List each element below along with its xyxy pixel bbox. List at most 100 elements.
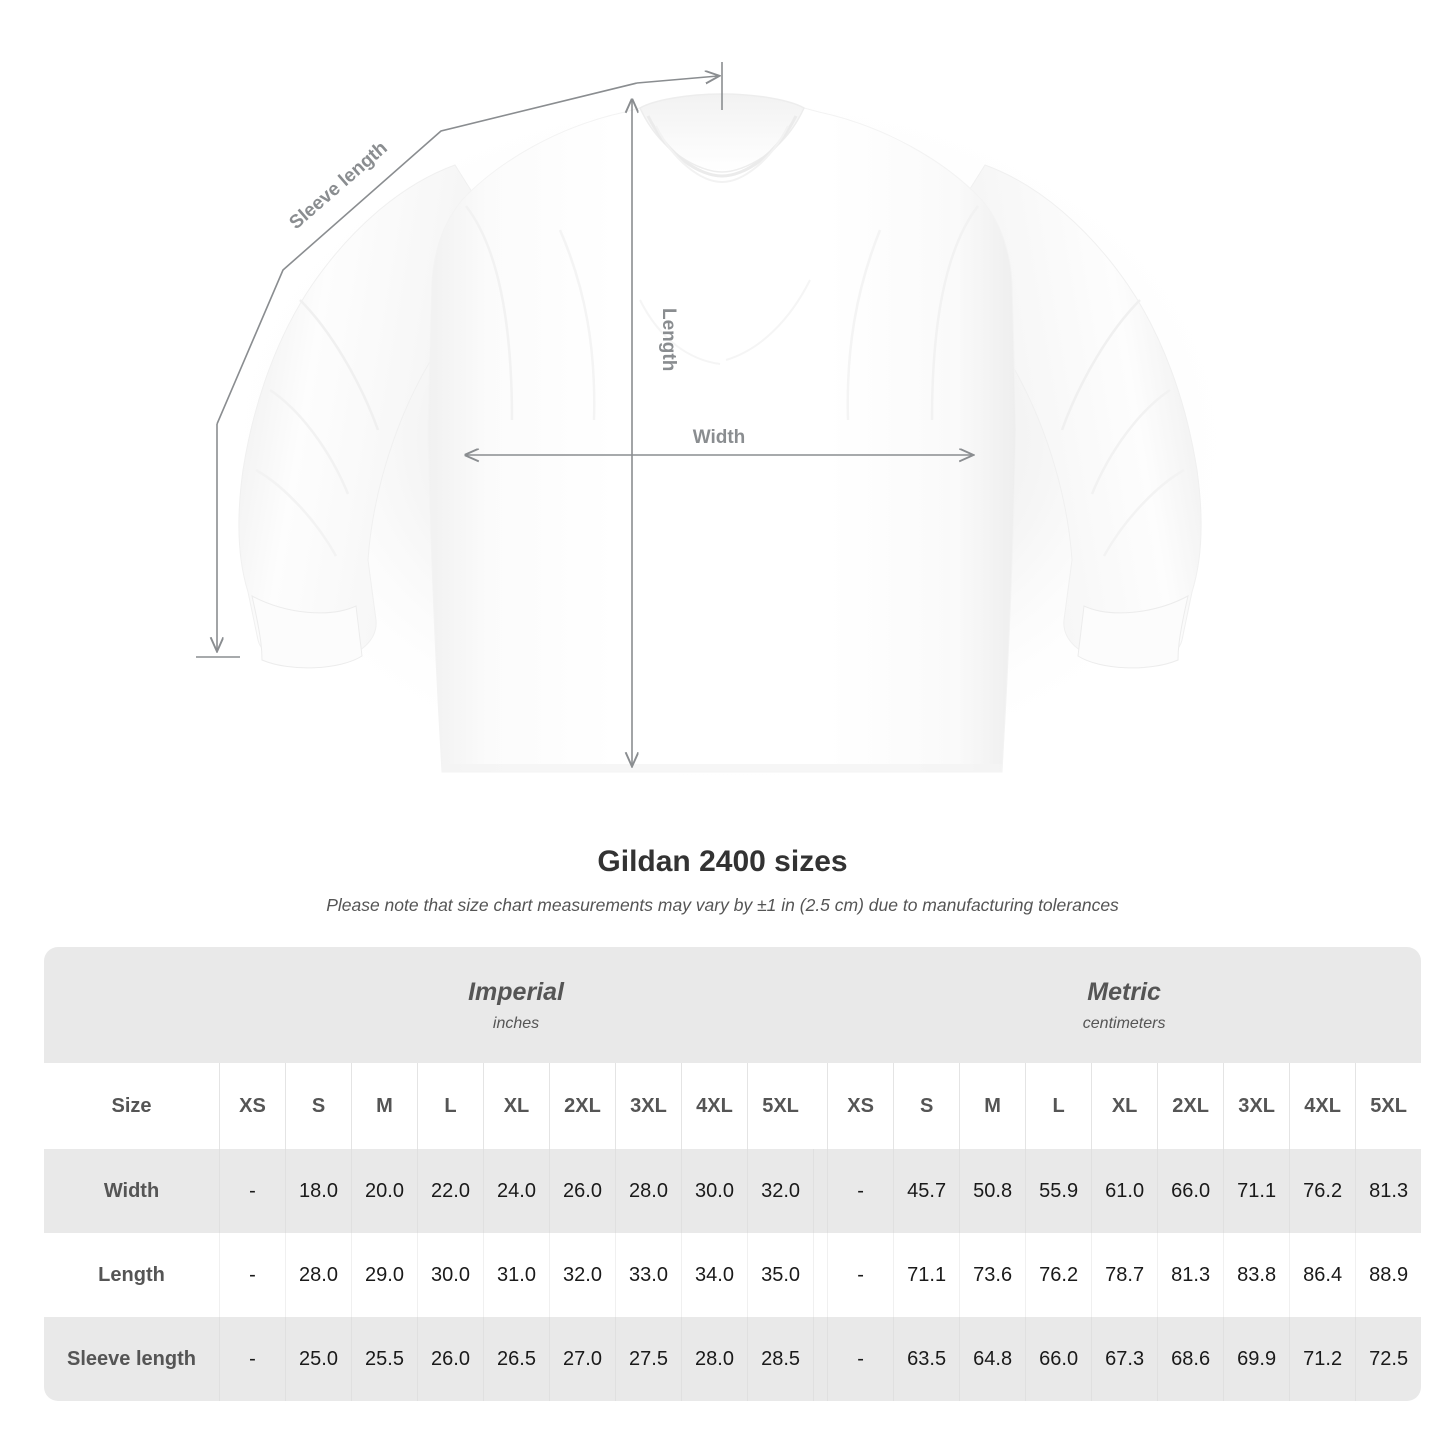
cell-sleeve-metric-l: 66.0: [1025, 1317, 1092, 1401]
cell-sleeve-imperial-5xl: 28.5: [747, 1317, 814, 1401]
row-gap-width: [813, 1149, 828, 1233]
unit-title-metric: Metric: [1087, 978, 1161, 1007]
size-header-gap: [813, 1063, 828, 1149]
cell-width-imperial-3xl: 28.0: [615, 1149, 681, 1233]
cell-width-imperial-xl: 24.0: [483, 1149, 549, 1233]
cell-length-imperial-m: 29.0: [351, 1233, 417, 1317]
cell-width-imperial-xs: -: [219, 1149, 285, 1233]
cell-sleeve-metric-5xl: 72.5: [1355, 1317, 1422, 1401]
garment-diagram: Sleeve length Length Width: [196, 62, 1445, 830]
cell-sleeve-metric-xs: -: [827, 1317, 894, 1401]
unit-band-spacer: [44, 947, 219, 1063]
size-header-metric-xl: XL: [1091, 1063, 1158, 1149]
cell-sleeve-imperial-4xl: 28.0: [681, 1317, 747, 1401]
size-header-imperial-3xl: 3XL: [615, 1063, 681, 1149]
cell-width-metric-4xl: 76.2: [1289, 1149, 1356, 1233]
cell-sleeve-imperial-xs: -: [219, 1317, 285, 1401]
long-sleeve-tshirt-illustration: [210, 80, 1250, 800]
cell-length-metric-m: 73.6: [959, 1233, 1026, 1317]
size-header-imperial-5xl: 5XL: [747, 1063, 814, 1149]
row-label-length: Length: [44, 1233, 219, 1317]
cell-length-imperial-xl: 31.0: [483, 1233, 549, 1317]
row-label-width: Width: [44, 1149, 219, 1233]
length-label: Length: [658, 308, 679, 371]
unit-cell-metric: Metric centimeters: [827, 947, 1422, 1063]
cell-length-imperial-4xl: 34.0: [681, 1233, 747, 1317]
cell-sleeve-metric-3xl: 69.9: [1223, 1317, 1290, 1401]
cell-length-metric-4xl: 86.4: [1289, 1233, 1356, 1317]
cell-length-metric-s: 71.1: [893, 1233, 960, 1317]
size-header-row: Size XS S M L XL 2XL 3XL 4XL 5XL XS S M …: [44, 1063, 1422, 1149]
cell-sleeve-imperial-xl: 26.5: [483, 1317, 549, 1401]
size-header-metric-s: S: [893, 1063, 960, 1149]
size-header-imperial-m: M: [351, 1063, 417, 1149]
cell-width-metric-xl: 61.0: [1091, 1149, 1158, 1233]
unit-sub-metric: centimeters: [1082, 1014, 1166, 1032]
cell-length-metric-5xl: 88.9: [1355, 1233, 1422, 1317]
cell-length-metric-xs: -: [827, 1233, 894, 1317]
cell-length-imperial-s: 28.0: [285, 1233, 351, 1317]
sleeve-length-guide: Sleeve length: [196, 62, 723, 658]
cell-length-imperial-xs: -: [219, 1233, 285, 1317]
cell-width-metric-3xl: 71.1: [1223, 1149, 1290, 1233]
cell-length-imperial-l: 30.0: [417, 1233, 483, 1317]
size-header-imperial-4xl: 4XL: [681, 1063, 747, 1149]
size-header-metric-3xl: 3XL: [1223, 1063, 1290, 1149]
cell-sleeve-metric-xl: 67.3: [1091, 1317, 1158, 1401]
cell-width-imperial-2xl: 26.0: [549, 1149, 615, 1233]
cell-width-imperial-s: 18.0: [285, 1149, 351, 1233]
cell-width-metric-xs: -: [827, 1149, 894, 1233]
unit-band-row: Imperial inches Metric centimeters: [44, 947, 1422, 1063]
cell-width-imperial-5xl: 32.0: [747, 1149, 814, 1233]
row-gap-length: [813, 1233, 828, 1317]
table-row: Length - 28.0 29.0 30.0 31.0 32.0 33.0 3…: [44, 1233, 1422, 1317]
cell-sleeve-metric-s: 63.5: [893, 1317, 960, 1401]
size-header-metric-2xl: 2XL: [1157, 1063, 1224, 1149]
cell-width-metric-l: 55.9: [1025, 1149, 1092, 1233]
cell-width-imperial-l: 22.0: [417, 1149, 483, 1233]
table-row: Sleeve length - 25.0 25.5 26.0 26.5 27.0…: [44, 1317, 1422, 1401]
unit-cell-imperial: Imperial inches: [219, 947, 814, 1063]
unit-title-imperial: Imperial: [468, 978, 564, 1007]
unit-band-gap: [813, 947, 828, 1063]
cell-length-metric-3xl: 83.8: [1223, 1233, 1290, 1317]
size-header-imperial-xl: XL: [483, 1063, 549, 1149]
table-row: Width - 18.0 20.0 22.0 24.0 26.0 28.0 30…: [44, 1149, 1422, 1233]
length-guide: Length: [632, 100, 679, 765]
cell-sleeve-imperial-3xl: 27.5: [615, 1317, 681, 1401]
size-header-metric-m: M: [959, 1063, 1026, 1149]
size-header-metric-xs: XS: [827, 1063, 894, 1149]
size-header-metric-4xl: 4XL: [1289, 1063, 1356, 1149]
cell-width-imperial-m: 20.0: [351, 1149, 417, 1233]
cell-width-imperial-4xl: 30.0: [681, 1149, 747, 1233]
cell-sleeve-metric-m: 64.8: [959, 1317, 1026, 1401]
cell-length-imperial-2xl: 32.0: [549, 1233, 615, 1317]
cell-length-metric-xl: 78.7: [1091, 1233, 1158, 1317]
cell-sleeve-imperial-s: 25.0: [285, 1317, 351, 1401]
size-header-metric-l: L: [1025, 1063, 1092, 1149]
sleeve-length-label: Sleeve length: [286, 138, 392, 234]
cell-length-metric-l: 76.2: [1025, 1233, 1092, 1317]
cell-width-metric-m: 50.8: [959, 1149, 1026, 1233]
row-gap-sleeve: [813, 1317, 828, 1401]
width-label: Width: [693, 427, 746, 448]
cell-sleeve-imperial-2xl: 27.0: [549, 1317, 615, 1401]
cell-length-imperial-5xl: 35.0: [747, 1233, 814, 1317]
cell-sleeve-imperial-m: 25.5: [351, 1317, 417, 1401]
measurement-annotations: Sleeve length Length Width: [196, 62, 1445, 830]
width-guide: Width: [466, 427, 972, 455]
row-label-sleeve-length: Sleeve length: [44, 1317, 219, 1401]
cell-width-metric-s: 45.7: [893, 1149, 960, 1233]
size-chart-table: Imperial inches Metric centimeters Size …: [44, 947, 1422, 1401]
size-header-imperial-2xl: 2XL: [549, 1063, 615, 1149]
cell-sleeve-imperial-l: 26.0: [417, 1317, 483, 1401]
cell-sleeve-metric-4xl: 71.2: [1289, 1317, 1356, 1401]
unit-sub-imperial: inches: [492, 1014, 540, 1032]
size-header-imperial-s: S: [285, 1063, 351, 1149]
size-header-imperial-xs: XS: [219, 1063, 285, 1149]
cell-sleeve-metric-2xl: 68.6: [1157, 1317, 1224, 1401]
cell-width-metric-2xl: 66.0: [1157, 1149, 1224, 1233]
size-header-metric-5xl: 5XL: [1355, 1063, 1422, 1149]
size-header-imperial-l: L: [417, 1063, 483, 1149]
